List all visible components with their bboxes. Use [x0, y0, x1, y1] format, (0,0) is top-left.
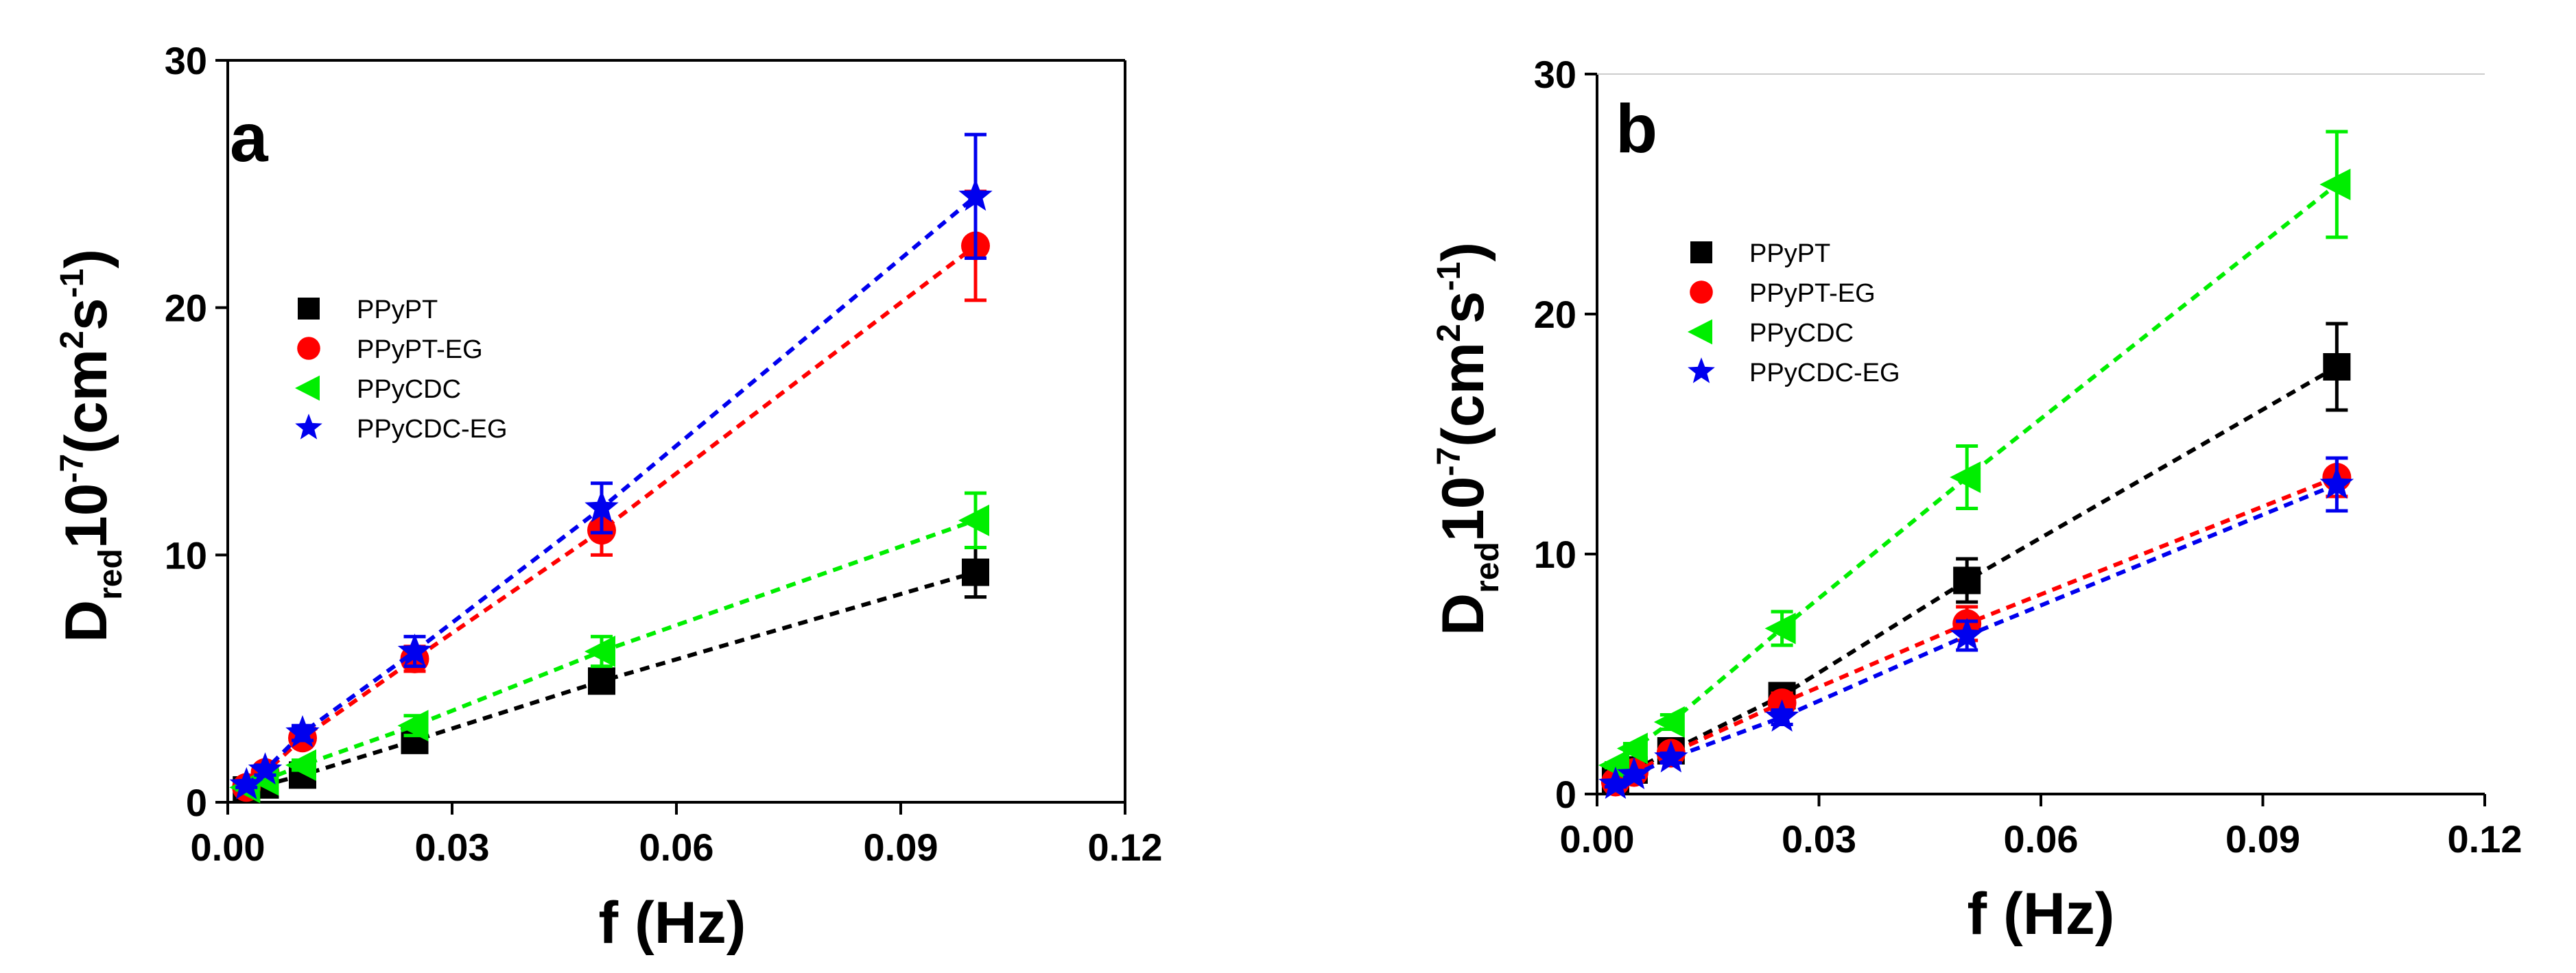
data-point	[958, 504, 989, 536]
legend: PPyPT PPyPT-EG PPyCDC PPyCDC-EG	[1688, 239, 1900, 387]
legend: PPyPT PPyPT-EG PPyCDC PPyCDC-EG	[295, 296, 508, 444]
series-line	[246, 570, 976, 792]
x-tick-label: 0.00	[191, 826, 265, 869]
data-point	[1953, 566, 1981, 594]
x-tick-label: 0.06	[2004, 817, 2079, 861]
y-axis-label-b: Dred10-7(cm2s-1)	[1430, 242, 1506, 636]
x-axis-label-b: f (Hz)	[1968, 881, 2115, 947]
data-point	[2319, 466, 2354, 499]
data-point	[1764, 699, 1799, 732]
legend-label: PPyPT	[357, 296, 438, 324]
y-tick-label: 10	[165, 533, 207, 577]
x-tick-label: 0.00	[1560, 817, 1635, 861]
data-point	[1654, 740, 1688, 773]
data-point	[1764, 612, 1796, 645]
data-point	[962, 558, 989, 586]
chart-panel-a: a f (Hz) Dred10-7(cm2s-1) 0.00 0.03 0.06 0.…	[54, 39, 1163, 956]
legend-marker	[1688, 319, 1712, 345]
legend-label: PPyPT	[1749, 239, 1830, 268]
data-point	[2319, 169, 2351, 200]
y-axis-label-a: Dred10-7(cm2s-1)	[54, 249, 129, 642]
series-line	[245, 195, 977, 787]
data-point	[584, 635, 615, 667]
y-tick-label: 10	[1534, 533, 1576, 576]
series-ppypt	[233, 546, 989, 804]
legend-marker	[1690, 280, 1713, 304]
data-point	[584, 490, 619, 522]
x-tick-label: 0.03	[415, 826, 490, 869]
legend-marker	[295, 413, 322, 440]
legend-label: PPyPT-EG	[1749, 279, 1876, 308]
axes-frame: 0.00 0.03 0.06 0.09 0.12 0 10 20 30	[165, 39, 1163, 869]
data-point	[1598, 767, 1633, 799]
data-point	[397, 634, 432, 666]
y-tick-label: 30	[165, 39, 207, 82]
y-tick-label: 20	[1534, 293, 1576, 336]
legend-label: PPyCDC-EG	[357, 415, 508, 444]
legend-marker	[297, 337, 320, 360]
x-tick-label: 0.03	[1782, 817, 1856, 861]
legend-label: PPyCDC-EG	[1749, 359, 1900, 387]
axes-frame: 0.00 0.03 0.06 0.09 0.12 0 10 20 30	[1534, 53, 2522, 861]
x-tick-label: 0.12	[2448, 817, 2522, 861]
panel-label-a: a	[230, 99, 269, 176]
legend-marker	[298, 298, 320, 320]
x-tick-label: 0.06	[639, 826, 714, 869]
legend-label: PPyCDC	[1749, 319, 1854, 348]
data-point	[1653, 706, 1685, 738]
legend-label: PPyPT-EG	[357, 335, 483, 364]
data-point	[285, 715, 320, 747]
series-ppycdc	[1598, 130, 2351, 781]
data-point	[397, 710, 429, 742]
y-tick-label: 20	[165, 287, 207, 330]
data-point	[1616, 732, 1648, 765]
data-point	[229, 767, 263, 800]
panel-label-b: b	[1616, 91, 1657, 167]
x-tick-label: 0.09	[864, 826, 938, 869]
y-tick-label: 0	[186, 781, 207, 824]
chart-panel-b: b f (Hz) Dred10-7(cm2s-1) 0.00 0.03 0.06 0.…	[1430, 53, 2522, 947]
legend-label: PPyCDC	[357, 375, 461, 404]
data-point	[248, 752, 283, 785]
data-point	[1598, 749, 1629, 781]
x-axis-label-a: f (Hz)	[599, 890, 746, 956]
y-tick-label: 30	[1534, 53, 1576, 96]
series-ppypt-eg	[232, 189, 990, 802]
data-point	[285, 749, 316, 781]
series-ppycdc-eg	[229, 132, 993, 800]
x-tick-label: 0.09	[2225, 817, 2300, 861]
y-tick-label: 0	[1555, 773, 1576, 816]
data-point	[958, 178, 993, 211]
series-ppypt	[1601, 322, 2351, 793]
x-tick-label: 0.12	[1088, 826, 1163, 869]
series-line	[245, 244, 977, 789]
data-point	[1617, 757, 1651, 789]
data-point	[2323, 353, 2351, 381]
series-ppycdc-eg	[1598, 456, 2354, 799]
legend-marker	[295, 375, 320, 401]
data-point	[1950, 618, 1984, 650]
data-point	[588, 667, 615, 695]
legend-marker	[1688, 357, 1715, 383]
data-point	[1950, 461, 1981, 493]
legend-marker	[1690, 241, 1712, 263]
